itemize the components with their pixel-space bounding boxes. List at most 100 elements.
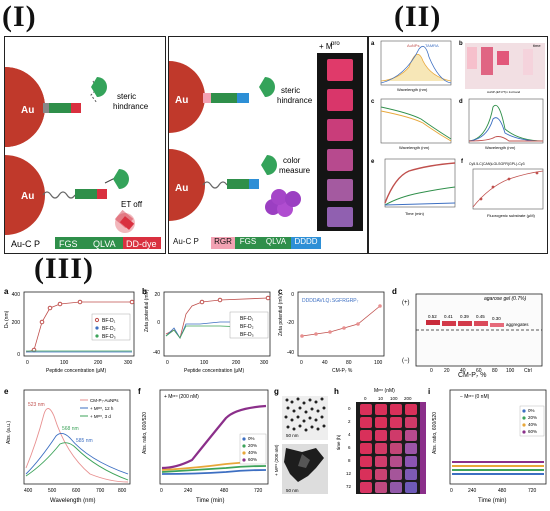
plate-h-well (375, 417, 387, 428)
svg-text:40%: 40% (528, 422, 537, 427)
plate-h-well (360, 482, 372, 493)
well-6 (327, 207, 353, 227)
svg-text:200: 200 (12, 320, 21, 326)
panel-III-g: g 50 nm 50 nm + Mᵖʳᵒ (200 nM) (272, 384, 332, 506)
seq-au-cp7: Au-C P (11, 239, 40, 249)
svg-text:40%: 40% (248, 450, 257, 455)
svg-text:200: 200 (94, 360, 103, 366)
svg-text:BF-D₁: BF-D₁ (102, 318, 116, 324)
plate-h-well (390, 417, 402, 428)
well-plate (317, 53, 363, 231)
svg-text:0.41: 0.41 (444, 314, 453, 319)
svg-text:+ Mᵖʳᵒ (200 nM): + Mᵖʳᵒ (200 nM) (164, 394, 199, 400)
plate-h-well (375, 456, 387, 467)
plate-h-well (405, 469, 417, 480)
plate-h-well (375, 430, 387, 441)
svg-text:480: 480 (220, 488, 229, 494)
svg-text:pro: pro (331, 41, 340, 47)
plate-h-well (390, 443, 402, 454)
svg-text:300: 300 (260, 360, 269, 366)
svg-text:Abs. ratio, 600/520: Abs. ratio, 600/520 (432, 412, 438, 454)
svg-text:f: f (138, 387, 141, 396)
svg-text:c: c (278, 287, 283, 296)
svg-text:measure: measure (279, 166, 311, 175)
svg-text:Wavelength (nm): Wavelength (nm) (485, 145, 516, 150)
svg-text:600: 600 (72, 488, 81, 494)
svg-text:240: 240 (468, 488, 477, 494)
svg-text:e: e (371, 159, 375, 165)
svg-text:Fluorogenic substrate (μM): Fluorogenic substrate (μM) (487, 213, 536, 218)
svg-text:400: 400 (12, 292, 21, 298)
svg-text:0: 0 (291, 292, 294, 298)
svg-text:60: 60 (476, 368, 482, 374)
svg-text:720: 720 (528, 488, 537, 494)
svg-text:color: color (283, 156, 301, 165)
panel-I-left: steric hindrance ET off peptide coating … (0, 36, 166, 254)
panel-III-h: h Mᵖʳᵒ (nM) 0 10 100 200 0 2 4 6 8 12 72… (332, 384, 428, 506)
seq-qlva: QLVA (93, 239, 116, 249)
svg-text:Au: Au (21, 191, 34, 202)
plate-h-well (390, 456, 402, 467)
svg-text:12: 12 (346, 471, 352, 476)
svg-text:480: 480 (498, 488, 507, 494)
panel-I-right: Au steric hindrance Au color measure + M… (133, 36, 368, 254)
svg-text:40: 40 (322, 360, 328, 366)
plate-h-well (360, 417, 372, 428)
plate-h-well (390, 404, 402, 415)
svg-text:0%: 0% (528, 408, 535, 413)
svg-text:h: h (334, 387, 339, 396)
svg-text:Time (min): Time (min) (196, 498, 224, 504)
svg-text:-20: -20 (287, 320, 294, 326)
gel-xlabel: CM-P₇ % (458, 372, 487, 379)
svg-text:0: 0 (430, 368, 433, 374)
plate-h-well (375, 404, 387, 415)
svg-text:80: 80 (346, 360, 352, 366)
svg-text:500: 500 (48, 488, 57, 494)
svg-text:240: 240 (184, 488, 193, 494)
svg-text:AuNP-(ET-P7)n 1st band: AuNP-(ET-P7)n 1st band (487, 90, 521, 94)
plate-h-well (405, 443, 417, 454)
svg-text:60%: 60% (528, 429, 537, 434)
svg-text:Peptide concentration (μM): Peptide concentration (μM) (46, 368, 106, 374)
svg-text:60%: 60% (248, 457, 257, 462)
svg-text:TAMRA: TAMRA (425, 43, 439, 48)
panel-III-d: d agarose gel (0.7%) (+) (−) 0.52 0.41 0… (392, 284, 548, 379)
svg-text:Wavelength (nm): Wavelength (nm) (397, 87, 428, 92)
svg-text:0.52: 0.52 (428, 314, 437, 319)
well-3 (327, 119, 353, 141)
svg-text:0: 0 (26, 360, 29, 366)
svg-text:CM-P₇ %: CM-P₇ % (332, 368, 353, 374)
svg-text:BF-D₁: BF-D₁ (240, 316, 254, 322)
plus-mpro-label: + M (319, 42, 333, 51)
label-peptide-coating: peptide coating (53, 123, 63, 184)
svg-text:d: d (392, 287, 397, 296)
svg-text:585 nm: 585 nm (76, 438, 93, 444)
svg-text:0: 0 (17, 352, 20, 358)
panel-I-left-art: steric hindrance ET off peptide coating … (0, 67, 161, 249)
panel-III-c: c DDDDAVLQ↓SGFRGRP₇ 0 -20 -40 0 40 80 100 C… (276, 284, 388, 374)
panel-II-art: a AuNPs TAMRA Wavelength (nm) b time AuN… (371, 40, 545, 218)
svg-text:Au: Au (21, 105, 34, 116)
svg-text:0: 0 (364, 396, 367, 401)
plate-h-well (360, 404, 372, 415)
svg-text:i: i (428, 387, 430, 396)
svg-text:b: b (142, 287, 147, 296)
plate-h-well (360, 456, 372, 467)
panel-III-f: f + Mᵖʳᵒ (200 nM) 0% 20% 40% 60% 0 240 480… (136, 384, 270, 506)
svg-text:0: 0 (160, 488, 163, 494)
svg-text:+ Mᵖʳᵒ (200 nM): + Mᵖʳᵒ (200 nM) (274, 444, 279, 476)
well-2 (327, 89, 353, 111)
pacman-icon (91, 77, 107, 97)
panel-II: a AuNPs TAMRA Wavelength (nm) b time AuN… (368, 36, 548, 254)
panel-III-e: e 523 nm 568 nm 585 nm CM-P₇-AuNPs + Mᵖʳ… (0, 384, 134, 506)
svg-text:a: a (4, 287, 9, 296)
svg-text:6: 6 (348, 445, 351, 450)
svg-text:0%: 0% (248, 436, 255, 441)
label-steric: steric (117, 92, 136, 101)
svg-text:0.30: 0.30 (492, 316, 501, 321)
plate-h-well (405, 417, 417, 428)
green-segment-top (49, 103, 71, 113)
sequence-bar-right: Au-C P RGR FGS QLVA DDDD (173, 237, 363, 249)
svg-text:Cy5.5-C(CAN)LGLSGFR(GPL)-Cy3: Cy5.5-C(CAN)LGLSGFR(GPL)-Cy3 (469, 162, 525, 166)
svg-text:700: 700 (96, 488, 105, 494)
